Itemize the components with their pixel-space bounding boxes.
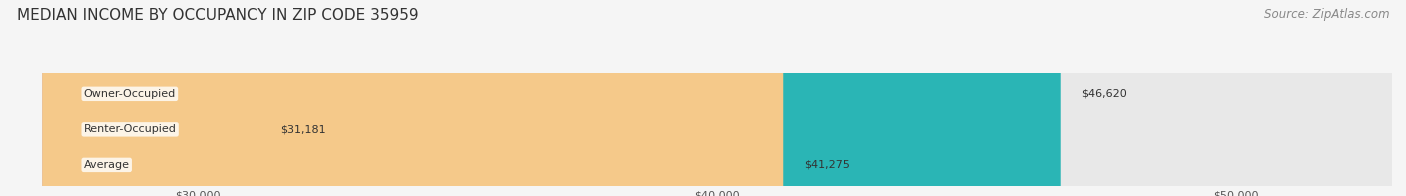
FancyBboxPatch shape [42, 0, 1392, 196]
FancyBboxPatch shape [42, 0, 1392, 196]
Text: Owner-Occupied: Owner-Occupied [84, 89, 176, 99]
FancyBboxPatch shape [42, 0, 1392, 196]
FancyBboxPatch shape [0, 0, 457, 196]
FancyBboxPatch shape [42, 0, 1060, 196]
Text: MEDIAN INCOME BY OCCUPANCY IN ZIP CODE 35959: MEDIAN INCOME BY OCCUPANCY IN ZIP CODE 3… [17, 8, 419, 23]
Text: $46,620: $46,620 [1081, 89, 1128, 99]
FancyBboxPatch shape [42, 0, 783, 196]
Text: Source: ZipAtlas.com: Source: ZipAtlas.com [1264, 8, 1389, 21]
Text: $41,275: $41,275 [804, 160, 849, 170]
Text: Average: Average [84, 160, 129, 170]
Text: $31,181: $31,181 [280, 124, 326, 134]
Text: Renter-Occupied: Renter-Occupied [84, 124, 177, 134]
